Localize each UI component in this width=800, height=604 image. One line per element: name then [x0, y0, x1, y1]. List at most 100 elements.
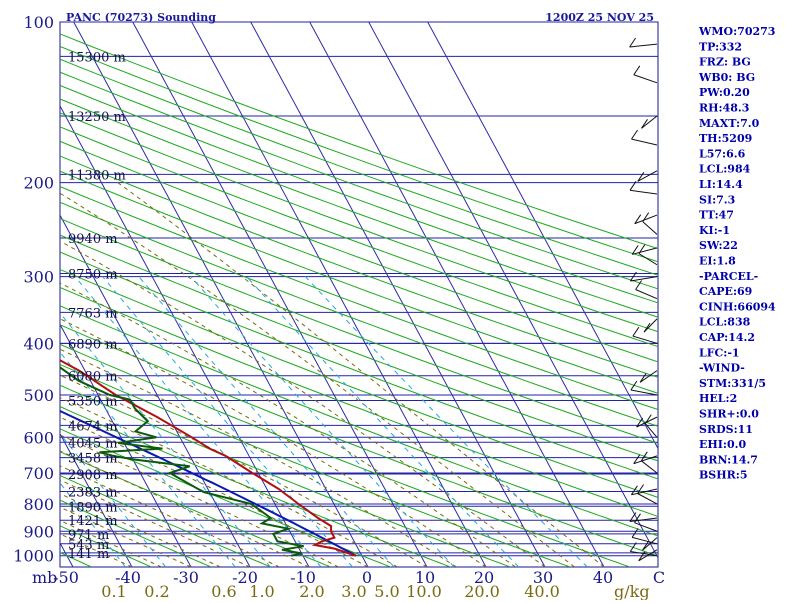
wind-barb-flag	[641, 119, 648, 129]
wind-barb	[642, 537, 658, 551]
stat-line: LCL:838	[699, 316, 751, 329]
wind-barb-flag	[634, 214, 642, 224]
mixing-ratio-line	[190, 276, 455, 567]
stat-line: TH:5209	[699, 132, 752, 145]
wind-barb-flag	[636, 417, 644, 428]
dry-adiabat	[60, 217, 658, 444]
stat-line: TT:47	[699, 209, 734, 222]
wind-barb	[637, 493, 658, 505]
pressure-tick-label: 500	[23, 386, 54, 405]
pressure-tick-label: 100	[23, 13, 54, 32]
stat-line: LCL:984	[699, 163, 751, 176]
stat-line: WB0: BG	[698, 71, 755, 84]
mixing-ratio-tick-label: 0.6	[211, 582, 236, 600]
dry-adiabat	[60, 155, 658, 378]
stat-line: EI:1.8	[699, 255, 736, 268]
wind-barbs	[629, 37, 658, 562]
pressure-tick-label: 1000	[13, 547, 54, 566]
mixing-ratio-tick-label: 3.0	[341, 582, 366, 600]
height-label: 8750 m	[68, 268, 118, 283]
dry-adiabat	[60, 201, 658, 427]
pressure-tick-label: 700	[23, 464, 54, 483]
stat-line: LI:14.4	[699, 178, 743, 191]
sounding-time: 1200Z 25 NOV 25	[545, 11, 654, 24]
moist-adiabat	[60, 479, 251, 567]
wind-barb	[638, 549, 658, 562]
moist-adiabat	[60, 506, 192, 567]
wind-barb	[631, 488, 658, 496]
background-guides	[60, 22, 658, 567]
stat-line: MAXT:7.0	[699, 117, 760, 130]
height-label: 9940 m	[68, 232, 118, 247]
wind-barb	[637, 170, 658, 182]
stat-line: L57:6.6	[699, 147, 746, 160]
wind-barb-flag	[633, 454, 641, 464]
moist-adiabat	[60, 519, 162, 567]
height-label: 4045 m	[68, 436, 118, 451]
dry-adiabat	[60, 33, 658, 250]
dry-adiabat	[60, 251, 658, 480]
dry-adiabat	[60, 268, 658, 498]
mixing-ratio-tick-label: 0.2	[144, 582, 169, 600]
mixing-ratio-tick-label: 0.1	[101, 582, 126, 600]
wind-barb	[641, 115, 658, 129]
dry-adiabat	[60, 343, 631, 567]
moist-adiabat	[60, 282, 516, 567]
wind-barb-flag	[637, 172, 645, 182]
dry-adiabat	[60, 406, 451, 567]
wind-barb	[633, 74, 658, 84]
stat-line: LFC:-1	[699, 346, 740, 359]
mixing-ratio-unit-label: g/kg	[614, 582, 650, 600]
pressure-tick-label: 200	[23, 174, 54, 193]
parcel-trace	[60, 409, 357, 557]
wind-barb-flag	[637, 484, 645, 494]
stat-line: RH:48.3	[699, 102, 749, 115]
wind-barb-flag	[629, 37, 637, 48]
wind-barb	[634, 522, 658, 532]
moist-adiabat	[60, 493, 221, 567]
dry-adiabat	[60, 140, 658, 363]
wind-barb-flag	[631, 129, 638, 140]
wind-barb	[638, 253, 658, 266]
dry-adiabat	[60, 525, 152, 567]
stat-line: BSHR:5	[699, 469, 748, 482]
dewpoint-trace	[60, 366, 304, 557]
dry-adiabat	[60, 84, 658, 304]
isotherm	[368, 22, 658, 559]
stat-line: SHR+:0.0	[699, 408, 759, 421]
wind-barb	[635, 289, 658, 300]
dry-adiabat	[60, 45, 658, 263]
wind-barb-flag	[632, 326, 640, 337]
stat-line: PW:0.20	[699, 86, 750, 99]
wind-barb-flag	[630, 485, 638, 496]
temperature-tick-label: -40	[115, 568, 141, 587]
height-label: 1890 m	[68, 500, 118, 515]
wind-barb	[644, 423, 658, 438]
wind-barb-flag	[644, 414, 652, 424]
wind-barb-flag	[629, 271, 637, 282]
temperature-trace	[60, 359, 357, 557]
wind-barb	[632, 335, 658, 344]
stat-line: WMO:70273	[698, 25, 775, 38]
wind-barb-flag	[629, 181, 637, 191]
mixing-ratio-line	[246, 276, 520, 567]
height-label: 971 m	[68, 528, 109, 543]
height-label: 5350 m	[68, 395, 118, 410]
height-label: 13250 m	[68, 110, 126, 125]
sounding-profiles	[60, 359, 357, 557]
wind-barb-flag	[629, 512, 637, 522]
dry-adiabat	[60, 71, 658, 290]
height-label: 11380 m	[68, 168, 126, 183]
mixing-ratio-line	[138, 276, 395, 567]
wind-barb	[629, 189, 658, 195]
moist-adiabat	[60, 240, 546, 567]
wind-barb-flag	[631, 245, 639, 255]
wind-barb-flag	[642, 212, 650, 222]
dry-adiabat	[60, 363, 571, 567]
temperature-tick-label: 40	[593, 568, 613, 587]
isotherm	[427, 22, 658, 450]
station-title: PANC (70273) Sounding	[66, 11, 216, 24]
height-label: 1421 m	[68, 514, 118, 529]
isotherm	[132, 22, 428, 567]
